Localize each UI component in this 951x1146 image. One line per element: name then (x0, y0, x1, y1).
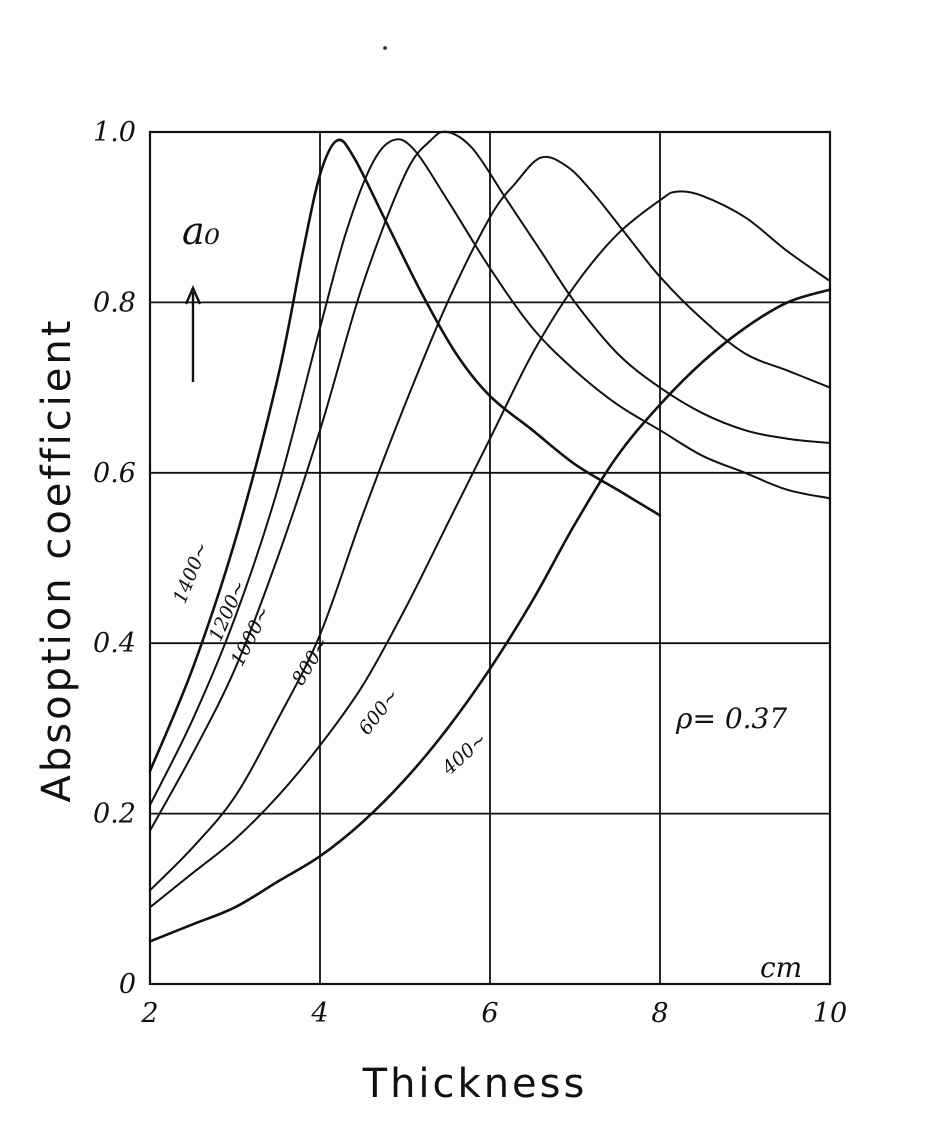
x-tick-label: 10 (813, 998, 847, 1029)
plot-frame (148, 130, 832, 986)
x-tick-label: 2 (140, 998, 158, 1029)
x-unit-label: cm (760, 951, 802, 984)
scan-dot (383, 46, 387, 50)
y-tick-label: 0.6 (93, 458, 136, 489)
series-label-400: 400~ (437, 728, 491, 780)
y-tick-label: 0.2 (93, 799, 136, 830)
series-line-800 (149, 155, 831, 892)
series-group (148, 130, 832, 943)
x-tick-label: 8 (651, 998, 668, 1029)
series-line-1000 (149, 130, 831, 832)
x-axis-title: Thickness (362, 1061, 588, 1107)
y-tick-label: 0.8 (93, 287, 136, 318)
series-line-1200 (149, 138, 831, 807)
y-arrow-head (184, 285, 202, 305)
series-label-800: 800~ (288, 633, 334, 689)
y-tick-label: 0 (119, 969, 136, 1000)
curve-labels: 1400~1200~1000~ 800~600~400~ (169, 539, 492, 780)
series-label-600: 600~ (354, 685, 403, 740)
x-tick-label: 6 (481, 998, 498, 1029)
rho-annotation: ρ= 0.37 (675, 702, 787, 735)
x-tick-label: 4 (310, 998, 328, 1029)
tick-labels: 0 0.2 0.4 0.6 0.8 1.0 2 4 6 8 10 (93, 117, 847, 1029)
y-axis-title: Absoption coefficient (34, 318, 80, 803)
series-line-600 (149, 190, 831, 909)
y-symbol-label: a₀ (182, 209, 220, 253)
grid (150, 132, 830, 984)
y-tick-label: 1.0 (93, 117, 136, 148)
series-line-1400 (148, 138, 662, 773)
series-label-1400: 1400~ (169, 539, 213, 607)
y-tick-label: 0.4 (93, 628, 136, 659)
series-line-400 (148, 288, 832, 943)
